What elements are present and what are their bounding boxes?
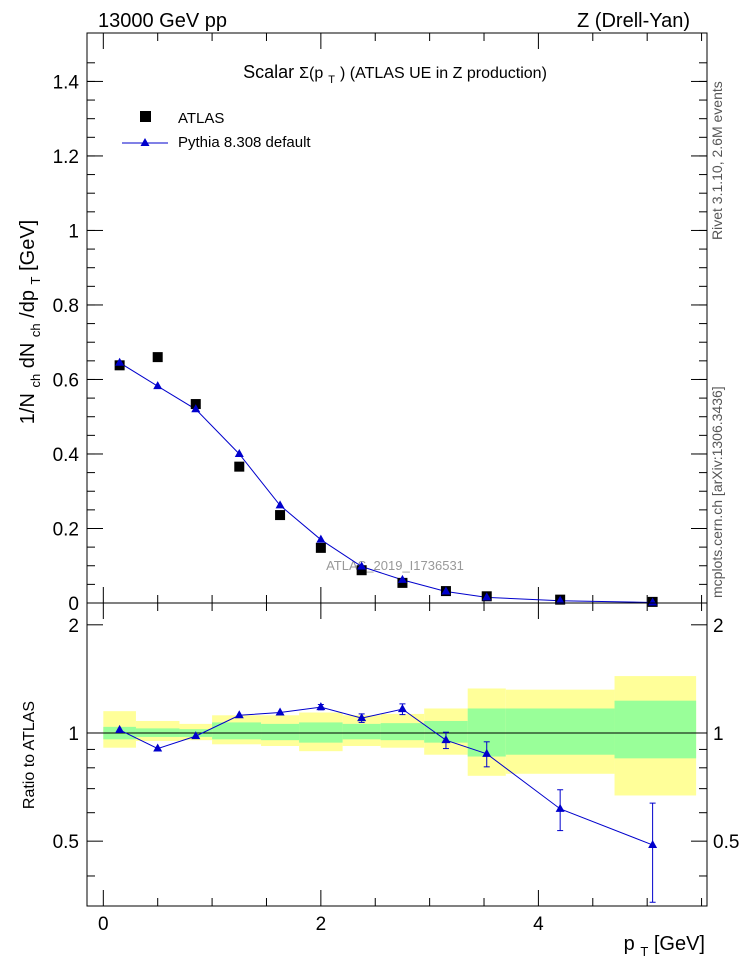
ratio-ytick-label-right: 2 bbox=[713, 616, 724, 637]
ratio-xtick-label: 2 bbox=[316, 914, 327, 935]
title-rest: ) (ATLAS UE in Z production) bbox=[340, 65, 547, 82]
band-inner bbox=[505, 708, 615, 755]
ratio-y-ticks: 0.5 0.5 1 1 2 2 bbox=[53, 616, 739, 877]
ratio-point bbox=[115, 724, 125, 733]
ratio-ytick-label-right: 1 bbox=[713, 724, 724, 745]
top-ytick-label: 0.6 bbox=[53, 370, 79, 391]
legend-marker-atlas bbox=[140, 111, 151, 122]
top-ytick-label: 1 bbox=[68, 221, 79, 242]
ratio-ytick-label-right: 0.5 bbox=[713, 832, 739, 853]
side-text-bottom: mcplots.cern.ch [arXiv:1306.3436] bbox=[709, 386, 725, 598]
ratio-point bbox=[441, 735, 451, 744]
ratio-point bbox=[234, 710, 244, 719]
mc-point bbox=[397, 574, 407, 583]
y-axis-label: 1/N ch dN ch /dp T [GeV] bbox=[17, 220, 45, 424]
mc-point bbox=[153, 381, 163, 390]
ratio-plot-area bbox=[115, 702, 658, 903]
mc-point bbox=[482, 592, 492, 601]
side-text-top: Rivet 3.1.10, 2.6M events bbox=[709, 81, 725, 240]
main-panel: Scalar Σ(p T ) (ATLAS UE in Z production… bbox=[17, 32, 708, 615]
band-inner bbox=[614, 700, 697, 759]
legend-marker-mc bbox=[140, 138, 150, 146]
ratio-ytick-label: 2 bbox=[68, 616, 79, 637]
analysis-watermark: ATLAS_2019_I1736531 bbox=[326, 558, 464, 573]
mc-point bbox=[357, 561, 367, 570]
top-ytick-label: 0 bbox=[68, 594, 79, 615]
mc-point bbox=[555, 595, 565, 604]
ratio-point bbox=[153, 743, 163, 752]
x-axis-label: p T [GeV] bbox=[624, 933, 705, 961]
ratio-point bbox=[275, 707, 285, 716]
title-sigma: Σ(p bbox=[299, 65, 323, 82]
ratio-ytick-label: 1 bbox=[68, 724, 79, 745]
atlas-point bbox=[234, 461, 245, 472]
mc-point bbox=[115, 357, 125, 366]
ratio-xtick-label: 4 bbox=[533, 914, 544, 935]
top-ytick-label: 0.4 bbox=[53, 445, 80, 466]
top-ytick-label: 1.4 bbox=[53, 72, 80, 93]
top-ytick-label: 0.8 bbox=[53, 296, 79, 317]
title-main: Scalar bbox=[243, 62, 294, 82]
ratio-y-axis-label: Ratio to ATLAS bbox=[21, 701, 38, 809]
atlas-point bbox=[356, 565, 367, 576]
atlas-point bbox=[315, 542, 326, 553]
ratio-point bbox=[191, 731, 201, 740]
atlas-point bbox=[152, 352, 163, 363]
mc-point bbox=[191, 404, 201, 413]
header-left: 13000 GeV pp bbox=[98, 10, 227, 32]
ratio-point bbox=[648, 839, 658, 848]
header-right: Z (Drell-Yan) bbox=[577, 10, 690, 32]
ratio-xtick-label: 0 bbox=[98, 914, 109, 935]
band-inner bbox=[342, 723, 381, 740]
mc-line bbox=[119, 362, 653, 603]
atlas-point bbox=[190, 399, 201, 410]
ratio-point bbox=[397, 704, 407, 713]
legend-label-mc: Pythia 8.308 default bbox=[178, 134, 311, 151]
atlas-point bbox=[275, 510, 286, 521]
ratio-point bbox=[316, 702, 326, 711]
band-inner bbox=[261, 723, 300, 741]
ratio-x-ticks: 0 2 4 bbox=[98, 603, 703, 935]
band-inner bbox=[380, 723, 425, 741]
title-sub: T bbox=[328, 74, 335, 86]
mc-point bbox=[234, 448, 244, 457]
top-ytick-label: 1.2 bbox=[53, 147, 79, 168]
ratio-frame bbox=[86, 602, 708, 907]
band-inner bbox=[212, 722, 262, 740]
mc-point bbox=[441, 586, 451, 595]
ratio-ytick-label: 0.5 bbox=[53, 832, 79, 853]
ratio-point bbox=[555, 803, 565, 812]
ratio-point bbox=[482, 748, 492, 757]
legend: ATLAS Pythia 8.308 default bbox=[122, 110, 311, 151]
mc-point bbox=[275, 500, 285, 509]
chart-title: Scalar Σ(p T ) (ATLAS UE in Z production… bbox=[243, 62, 547, 87]
uncertainty-bands bbox=[87, 676, 707, 796]
ratio-panel: 0.5 0.5 1 1 2 2 0 2 4 Ratio to ATLAS p T [GeV] bbox=[21, 602, 739, 961]
mc-point bbox=[316, 534, 326, 543]
top-x-ticks bbox=[102, 33, 703, 603]
legend-label-atlas: ATLAS bbox=[178, 110, 224, 127]
top-ytick-label: 0.2 bbox=[53, 519, 79, 540]
top-y-ticks: 0 0.2 0.4 0.6 0.8 1 1.2 1.4 bbox=[53, 62, 707, 615]
ratio-point bbox=[357, 713, 367, 722]
ratio-line bbox=[119, 706, 653, 846]
